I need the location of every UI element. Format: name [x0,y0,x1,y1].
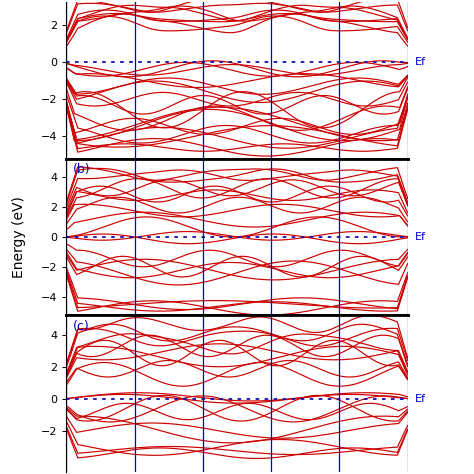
Text: Ef: Ef [414,232,426,242]
Text: (b): (b) [73,164,91,176]
Text: (c): (c) [73,320,90,333]
Text: Ef: Ef [414,57,426,67]
Text: Energy (eV): Energy (eV) [12,196,26,278]
Text: Ef: Ef [414,394,426,404]
